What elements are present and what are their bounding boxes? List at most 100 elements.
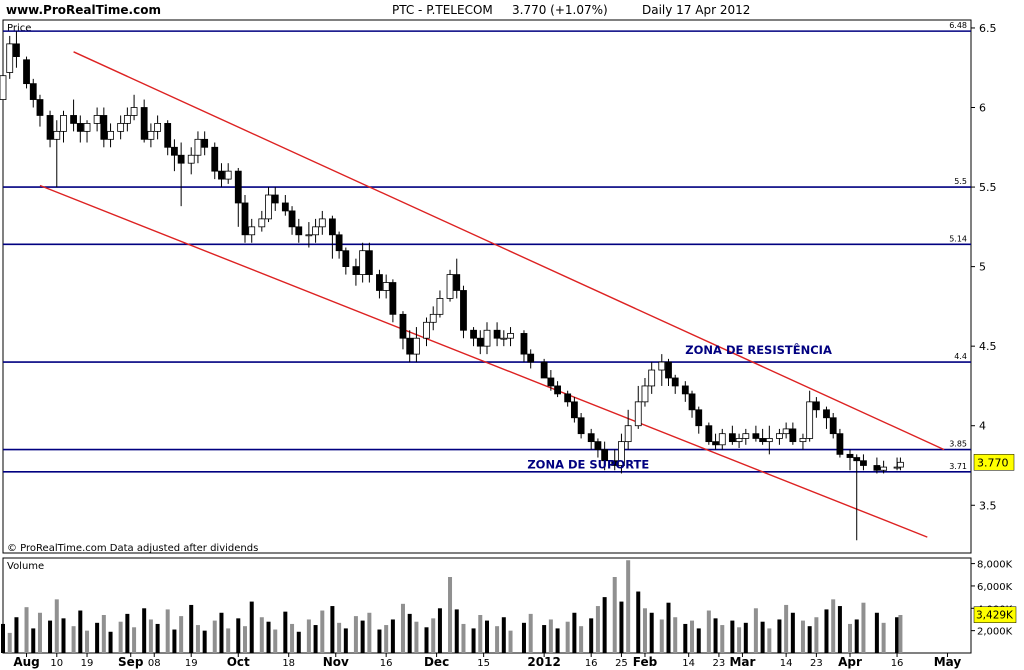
level-label: 5.5 <box>954 177 967 186</box>
candle <box>634 401 642 427</box>
volume-bar <box>1 623 5 653</box>
volume-bar <box>548 619 553 653</box>
volume-bar <box>320 610 325 653</box>
volume-bar <box>101 615 106 653</box>
volume-bar <box>495 626 500 653</box>
x-tick-label: 10 <box>50 658 63 669</box>
candle <box>107 130 114 140</box>
volume-bar <box>542 625 547 653</box>
volume-bar <box>814 617 819 653</box>
volume-bar <box>478 615 483 653</box>
volume-bar <box>619 601 624 653</box>
candle <box>476 337 484 347</box>
volume-bar <box>501 617 506 653</box>
volume-bar <box>461 623 466 653</box>
volume-bar <box>118 621 123 653</box>
volume-bar <box>343 628 348 653</box>
volume-bar <box>696 628 701 653</box>
candle <box>288 210 296 228</box>
candle <box>53 130 61 140</box>
price-tick-label: 4 <box>979 420 986 433</box>
volume-bar <box>485 620 489 653</box>
candle <box>829 417 837 435</box>
volume-bar <box>61 618 66 653</box>
volume-bar <box>881 622 886 653</box>
last-price-label: 3.770 <box>977 456 1009 469</box>
candle <box>782 428 790 435</box>
x-tick-label: Sep <box>118 655 144 669</box>
volume-bar <box>753 608 758 653</box>
x-tick-label: Aug <box>13 655 39 669</box>
x-tick-label: 08 <box>148 658 161 669</box>
x-tick-label: 2012 <box>527 655 560 669</box>
volume-bar <box>784 604 789 653</box>
candle <box>76 123 84 132</box>
volume-bar <box>226 628 231 653</box>
candle <box>446 274 454 299</box>
volume-bar <box>626 560 631 653</box>
x-tick-label: 16 <box>585 658 598 669</box>
candle <box>413 337 420 355</box>
x-tick-label: 19 <box>81 658 94 669</box>
candle <box>234 170 242 204</box>
candle <box>752 433 760 439</box>
volume-bar <box>337 622 342 653</box>
x-tick-label: 18 <box>282 658 295 669</box>
level-label: 5.14 <box>949 234 967 243</box>
volume-bar <box>384 625 389 653</box>
candle <box>194 138 202 156</box>
x-tick-label: 14 <box>682 658 695 669</box>
volume-bar <box>555 628 560 653</box>
volume-bar <box>713 618 718 653</box>
volume-bar <box>367 612 372 653</box>
volume-bar <box>54 599 59 653</box>
candle <box>429 313 437 323</box>
candle <box>624 425 632 443</box>
last-price-box <box>973 454 1015 471</box>
price-tick-label: 6 <box>979 102 986 115</box>
candle <box>789 428 797 443</box>
candle <box>823 409 830 419</box>
volume-bar <box>448 577 453 653</box>
volume-tick-label: 8,000K <box>977 560 1013 571</box>
volume-bar <box>85 630 90 653</box>
candle <box>873 465 881 471</box>
price-tick-label: 5 <box>979 261 986 274</box>
volume-bar <box>800 620 805 653</box>
candle <box>742 433 750 439</box>
price-tick-label: 3.5 <box>979 499 997 512</box>
candle <box>187 154 195 164</box>
volume-bar <box>874 612 879 653</box>
candle <box>46 115 54 140</box>
candle <box>611 460 619 466</box>
candle <box>554 385 561 395</box>
candle <box>493 329 501 339</box>
volume-bar <box>142 608 147 653</box>
candle <box>836 433 844 455</box>
candle <box>718 433 726 446</box>
volume-bar <box>579 626 584 653</box>
volume-bar <box>390 619 395 653</box>
x-tick-label: Nov <box>323 655 349 669</box>
volume-bar <box>407 613 412 653</box>
volume-bar <box>895 617 900 653</box>
candle <box>880 466 888 471</box>
volume-bar <box>377 629 382 653</box>
volume-bar <box>831 599 836 653</box>
trend-line <box>73 51 945 451</box>
volume-bar <box>179 616 184 653</box>
volume-bar <box>202 630 207 653</box>
volume-bar <box>790 612 795 653</box>
candle <box>897 461 904 468</box>
volume-bar <box>659 619 664 653</box>
candle <box>695 409 703 427</box>
level-label: 3.71 <box>949 462 967 471</box>
candle <box>665 361 672 379</box>
period-label: Daily 17 Apr 2012 <box>642 3 750 17</box>
volume-bar <box>236 618 241 653</box>
candle <box>776 433 783 439</box>
candle <box>853 457 861 462</box>
candle <box>335 234 343 252</box>
